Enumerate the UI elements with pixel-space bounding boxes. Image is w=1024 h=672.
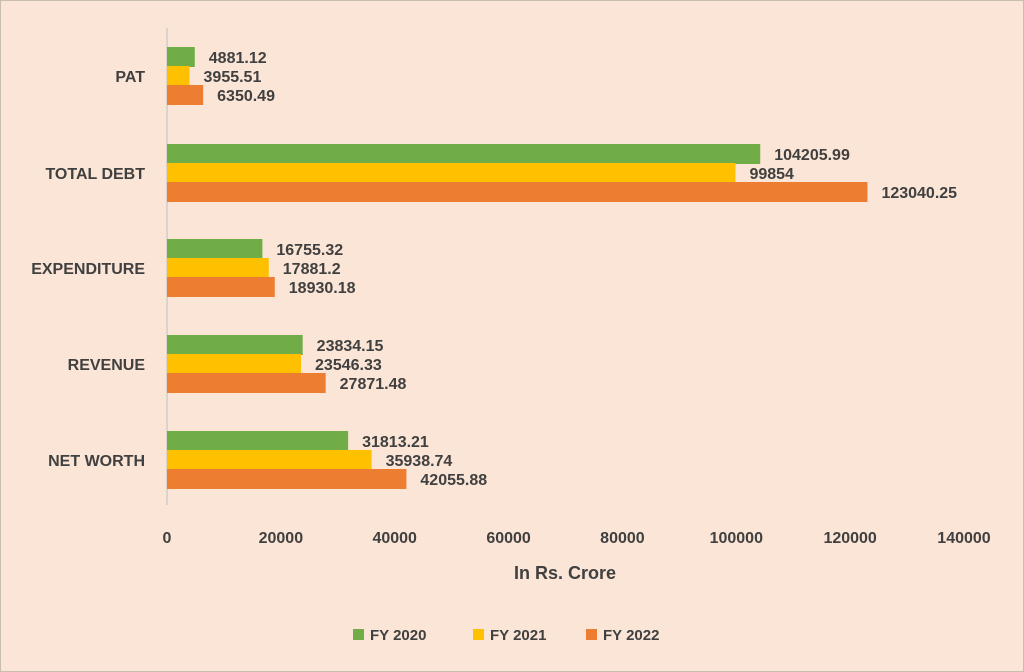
legend-swatch-fy-2021 bbox=[473, 629, 484, 640]
x-tick-label: 0 bbox=[163, 530, 172, 547]
data-label-pat-fy-2021: 3955.51 bbox=[204, 69, 262, 86]
data-label-total-debt-fy-2021: 99854 bbox=[749, 166, 794, 183]
category-label-net-worth: NET WORTH bbox=[48, 453, 145, 470]
data-label-revenue-fy-2020: 23834.15 bbox=[317, 338, 384, 355]
bar-pat-fy-2021 bbox=[167, 66, 190, 86]
data-label-total-debt-fy-2020: 104205.99 bbox=[774, 147, 850, 164]
legend: FY 2020 FY 2021 FY 2022 bbox=[353, 627, 659, 644]
x-tick-label: 140000 bbox=[937, 530, 990, 547]
bars bbox=[167, 47, 868, 489]
x-tick-label: 80000 bbox=[600, 530, 645, 547]
data-label-expenditure-fy-2021: 17881.2 bbox=[283, 261, 341, 278]
legend-swatch-fy-2020 bbox=[353, 629, 364, 640]
bar-expenditure-fy-2020 bbox=[167, 239, 263, 259]
bar-revenue-fy-2020 bbox=[167, 335, 303, 355]
data-label-pat-fy-2020: 4881.12 bbox=[209, 50, 267, 67]
data-label-pat-fy-2022: 6350.49 bbox=[217, 88, 275, 105]
category-label-revenue: REVENUE bbox=[68, 357, 146, 374]
bar-total-debt-fy-2020 bbox=[167, 144, 761, 164]
data-label-revenue-fy-2022: 27871.48 bbox=[340, 376, 407, 393]
bar-expenditure-fy-2022 bbox=[167, 277, 275, 297]
x-tick-label: 40000 bbox=[372, 530, 417, 547]
bar-pat-fy-2020 bbox=[167, 47, 195, 67]
data-label-net-worth-fy-2022: 42055.88 bbox=[420, 472, 487, 489]
data-label-revenue-fy-2021: 23546.33 bbox=[315, 357, 382, 374]
x-tick-label: 20000 bbox=[259, 530, 304, 547]
category-labels: NET WORTH REVENUE EXPENDITURE TOTAL DEBT PAT bbox=[31, 69, 145, 470]
x-tick-label: 120000 bbox=[823, 530, 876, 547]
category-label-total-debt: TOTAL DEBT bbox=[45, 166, 145, 183]
category-label-pat: PAT bbox=[115, 69, 145, 86]
legend-label-fy-2022: FY 2022 bbox=[603, 627, 659, 644]
x-tick-label: 60000 bbox=[486, 530, 531, 547]
legend-swatch-fy-2022 bbox=[586, 629, 597, 640]
data-label-net-worth-fy-2021: 35938.74 bbox=[386, 453, 453, 470]
bar-expenditure-fy-2021 bbox=[167, 258, 269, 278]
data-label-total-debt-fy-2022: 123040.25 bbox=[881, 185, 957, 202]
category-label-expenditure: EXPENDITURE bbox=[31, 261, 145, 278]
data-label-expenditure-fy-2022: 18930.18 bbox=[289, 280, 356, 297]
x-axis-title: In Rs. Crore bbox=[514, 563, 616, 583]
x-tick-labels: 0 20000 40000 60000 80000 100000 120000 140000 bbox=[163, 530, 991, 547]
bar-pat-fy-2022 bbox=[167, 85, 204, 105]
legend-label-fy-2020: FY 2020 bbox=[370, 627, 426, 644]
x-tick-label: 100000 bbox=[710, 530, 763, 547]
data-label-net-worth-fy-2020: 31813.21 bbox=[362, 434, 429, 451]
data-label-expenditure-fy-2020: 16755.32 bbox=[276, 242, 343, 259]
bar-net-worth-fy-2021 bbox=[167, 450, 372, 470]
bar-revenue-fy-2021 bbox=[167, 354, 302, 374]
legend-label-fy-2021: FY 2021 bbox=[490, 627, 546, 644]
bar-net-worth-fy-2020 bbox=[167, 431, 349, 451]
bar-total-debt-fy-2021 bbox=[167, 163, 736, 183]
bar-net-worth-fy-2022 bbox=[167, 469, 407, 489]
bar-revenue-fy-2022 bbox=[167, 373, 326, 393]
bar-total-debt-fy-2022 bbox=[167, 182, 868, 202]
data-labels: 31813.21 35938.74 42055.88 23834.15 23546.33… bbox=[204, 50, 958, 489]
